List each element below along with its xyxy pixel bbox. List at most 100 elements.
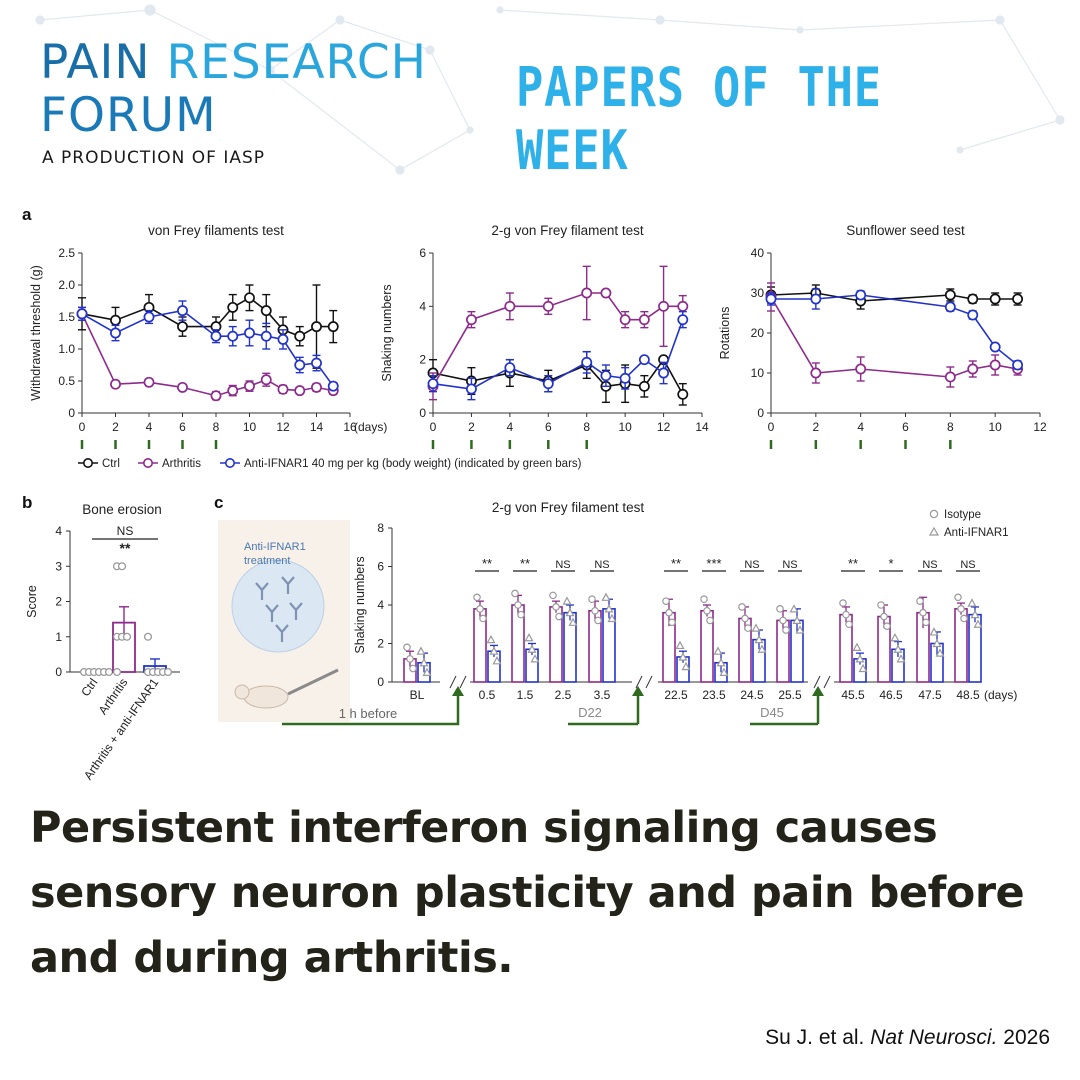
data-point [658, 300, 670, 312]
data-point [530, 654, 540, 663]
data-point [967, 598, 977, 607]
x-tick-label: 12 [276, 420, 290, 434]
data-point [738, 603, 746, 611]
data-point [810, 367, 822, 379]
series-line-anti-ifnar1 [432, 319, 684, 390]
data-point [880, 612, 888, 621]
data-point [845, 620, 853, 629]
legend-marker-anti [225, 457, 236, 468]
data-point [104, 667, 114, 677]
data-point [294, 330, 306, 342]
data-point [970, 609, 980, 619]
data-point [555, 612, 563, 621]
legend-label-arthritis: Arthritis [162, 458, 201, 470]
panel-label-c: c [214, 493, 223, 512]
data-point [143, 376, 155, 388]
x-tick-label: 45.5 [841, 688, 865, 702]
data-point [600, 370, 612, 382]
data-point [662, 597, 670, 605]
data-point [600, 287, 612, 299]
chart-title: Sunflower seed test [846, 223, 965, 238]
antibody-icon [289, 602, 303, 620]
x-tick-label: 8 [947, 420, 954, 434]
x-tick-label: 0 [430, 420, 437, 434]
data-point [110, 314, 121, 326]
data-point [638, 354, 650, 366]
significance-label: NS [555, 559, 570, 571]
panel-label-b: b [22, 493, 32, 512]
data-point [581, 356, 593, 368]
data-point [852, 642, 862, 651]
mouse-icon [243, 685, 289, 709]
significance-label: NS [782, 559, 797, 571]
data-point [504, 362, 516, 374]
data-point [244, 327, 255, 339]
data-point [327, 321, 339, 333]
data-point [601, 592, 611, 601]
x-tick-label: 12 [1033, 420, 1047, 434]
data-point [967, 293, 979, 305]
brand-word-research: RESEARCH [166, 35, 427, 90]
x-tick-label: 14 [310, 420, 324, 434]
x-tick-label: 46.5 [879, 688, 903, 702]
data-point [960, 614, 968, 623]
data-point [416, 646, 426, 655]
legend-label-anti: Anti-IFNAR1 40 mg per kg (body weight) (… [244, 458, 582, 470]
data-point [919, 608, 927, 617]
data-point [524, 632, 534, 642]
y-tick-label: 20 [751, 326, 765, 340]
data-point [591, 606, 599, 615]
data-point [549, 591, 557, 600]
significance-label: ** [520, 556, 530, 571]
y-tick-label: 2 [377, 637, 384, 651]
data-point [782, 626, 790, 634]
data-point [957, 605, 965, 613]
legend-marker-ctrl [82, 457, 93, 468]
significance-ns: NS [117, 524, 134, 538]
antibody-icon [255, 582, 269, 600]
data-point [929, 627, 939, 636]
data-point [294, 385, 306, 397]
x-tick-label: 16 [343, 420, 357, 434]
data-point [514, 601, 522, 609]
data-point [260, 305, 272, 317]
data-point [989, 359, 1001, 371]
axis-break [823, 675, 831, 689]
data-point [465, 383, 477, 395]
x-tick-label: 22.5 [664, 688, 688, 702]
data-point [916, 597, 924, 605]
citation-journal: Nat Neurosci. [870, 1026, 998, 1049]
x-tick-label: 1.5 [517, 688, 534, 702]
mouse-head-icon [234, 684, 250, 700]
data-point [476, 605, 484, 613]
data-point [504, 300, 516, 312]
x-tick-label: 10 [618, 420, 632, 434]
data-point [944, 301, 956, 313]
y-tick-label: 0 [377, 675, 384, 689]
inset-before-label: 1 h before [339, 706, 398, 721]
data-point [677, 300, 689, 312]
x-tick-label: 0 [79, 420, 86, 434]
data-point [473, 593, 481, 602]
series-line-arthritis [432, 292, 683, 387]
data-point [922, 618, 930, 627]
significance-label: NS [960, 559, 975, 571]
x-tick-label: 25.5 [778, 688, 802, 702]
y-tick-label: 2 [55, 595, 62, 609]
y-axis-label: Withdrawal threshold (g) [29, 265, 43, 400]
data-point [716, 657, 726, 667]
data-point [954, 593, 962, 602]
y-tick-label: 4 [419, 299, 426, 313]
data-point [751, 623, 761, 632]
data-point [117, 562, 127, 571]
data-point [703, 606, 711, 615]
data-point [944, 371, 956, 383]
y-tick-label: 0 [419, 406, 426, 420]
data-point [277, 383, 289, 395]
figure-panel: von Frey filaments test Withdrawal thresh… [20, 192, 1064, 782]
data-point [327, 380, 339, 392]
legend-marker-arthritis [143, 457, 154, 468]
data-point [967, 309, 979, 321]
x-tick-label: 23.5 [702, 688, 726, 702]
data-point [967, 363, 979, 375]
